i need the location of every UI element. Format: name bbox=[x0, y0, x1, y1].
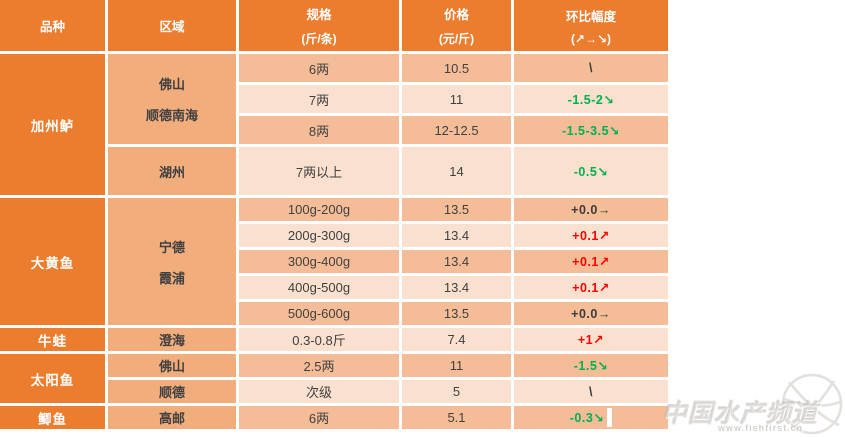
spec-cell[interactable]: 0.3-0.8斤 bbox=[239, 328, 399, 351]
region-cell[interactable]: 高邮 bbox=[108, 406, 236, 429]
price-cell[interactable]: 5 bbox=[402, 380, 511, 403]
price-cell[interactable]: 13.4 bbox=[402, 276, 511, 299]
header-cell-2[interactable]: 区域 bbox=[108, 0, 236, 51]
header-cell-4[interactable]: 价格 (元/斤) bbox=[402, 0, 511, 51]
price-cell[interactable]: 11 bbox=[402, 85, 511, 113]
spec-cell[interactable]: 7两以上 bbox=[239, 147, 399, 195]
change-cell[interactable]: -1.5-3.5↘ bbox=[514, 116, 668, 144]
change-cell[interactable]: +0.0→ bbox=[514, 302, 668, 325]
change-cell[interactable]: \ bbox=[514, 380, 668, 403]
header-cell-5[interactable]: 环比幅度 (↗→↘) bbox=[514, 0, 668, 51]
text-cursor bbox=[607, 408, 613, 427]
spec-cell[interactable]: 400g-500g bbox=[239, 276, 399, 299]
spec-cell[interactable]: 2.5两 bbox=[239, 354, 399, 377]
watermark: 中国水产频道 www.fishfirst.cn bbox=[660, 370, 845, 437]
price-cell[interactable]: 13.5 bbox=[402, 198, 511, 221]
variety-cell[interactable]: 牛蛙 bbox=[0, 328, 105, 351]
variety-cell[interactable]: 鲫鱼 bbox=[0, 406, 105, 429]
spec-cell[interactable]: 次级 bbox=[239, 380, 399, 403]
watermark-url: www.fishfirst.cn bbox=[718, 423, 804, 433]
spec-cell[interactable]: 6两 bbox=[239, 54, 399, 82]
spec-cell[interactable]: 100g-200g bbox=[239, 198, 399, 221]
change-cell[interactable]: +0.0→ bbox=[514, 198, 668, 221]
change-cell[interactable]: \ bbox=[514, 54, 668, 82]
variety-cell[interactable]: 大黄鱼 bbox=[0, 198, 105, 325]
globe-icon bbox=[781, 373, 843, 435]
watermark-title: 中国水产频道 bbox=[662, 400, 819, 428]
region-cell[interactable]: 佛山 bbox=[108, 354, 236, 377]
price-cell[interactable]: 10.5 bbox=[402, 54, 511, 82]
region-cell[interactable]: 宁德 霞浦 bbox=[108, 198, 236, 325]
price-cell[interactable]: 13.4 bbox=[402, 224, 511, 247]
variety-cell[interactable]: 太阳鱼 bbox=[0, 354, 105, 403]
change-cell[interactable]: -0.3↘ bbox=[514, 406, 668, 429]
spec-cell[interactable]: 500g-600g bbox=[239, 302, 399, 325]
header-cell-1[interactable]: 品种 bbox=[0, 0, 105, 51]
price-cell[interactable]: 13.5 bbox=[402, 302, 511, 325]
region-cell[interactable]: 顺德 bbox=[108, 380, 236, 403]
change-cell[interactable]: -1.5-2↘ bbox=[514, 85, 668, 113]
price-cell[interactable]: 5.1 bbox=[402, 406, 511, 429]
price-cell[interactable]: 14 bbox=[402, 147, 511, 195]
price-cell[interactable]: 13.4 bbox=[402, 250, 511, 273]
spec-cell[interactable]: 6两 bbox=[239, 406, 399, 429]
spec-cell[interactable]: 8两 bbox=[239, 116, 399, 144]
spec-cell[interactable]: 300g-400g bbox=[239, 250, 399, 273]
region-cell[interactable]: 澄海 bbox=[108, 328, 236, 351]
header-cell-3[interactable]: 规格 (斤/条) bbox=[239, 0, 399, 51]
region-cell[interactable]: 佛山 顺德南海 bbox=[108, 54, 236, 144]
price-cell[interactable]: 11 bbox=[402, 354, 511, 377]
price-table: 品种 区域 规格 (斤/条) 价格 (元/斤) 环比幅度 (↗→↘) 加州鲈 大黄鱼牛蛙太阳鱼鲫鱼… bbox=[0, 0, 668, 429]
change-cell[interactable]: +0.1↗ bbox=[514, 224, 668, 247]
change-cell[interactable]: +1↗ bbox=[514, 328, 668, 351]
change-cell[interactable]: -0.5↘ bbox=[514, 147, 668, 195]
region-cell[interactable]: 湖州 bbox=[108, 147, 236, 195]
change-cell[interactable]: -1.5↘ bbox=[514, 354, 668, 377]
spec-cell[interactable]: 7两 bbox=[239, 85, 399, 113]
change-cell[interactable]: +0.1↗ bbox=[514, 276, 668, 299]
price-cell[interactable]: 12-12.5 bbox=[402, 116, 511, 144]
change-cell[interactable]: +0.1↗ bbox=[514, 250, 668, 273]
variety-cell[interactable]: 加州鲈 bbox=[0, 54, 105, 195]
price-cell[interactable]: 7.4 bbox=[402, 328, 511, 351]
spec-cell[interactable]: 200g-300g bbox=[239, 224, 399, 247]
